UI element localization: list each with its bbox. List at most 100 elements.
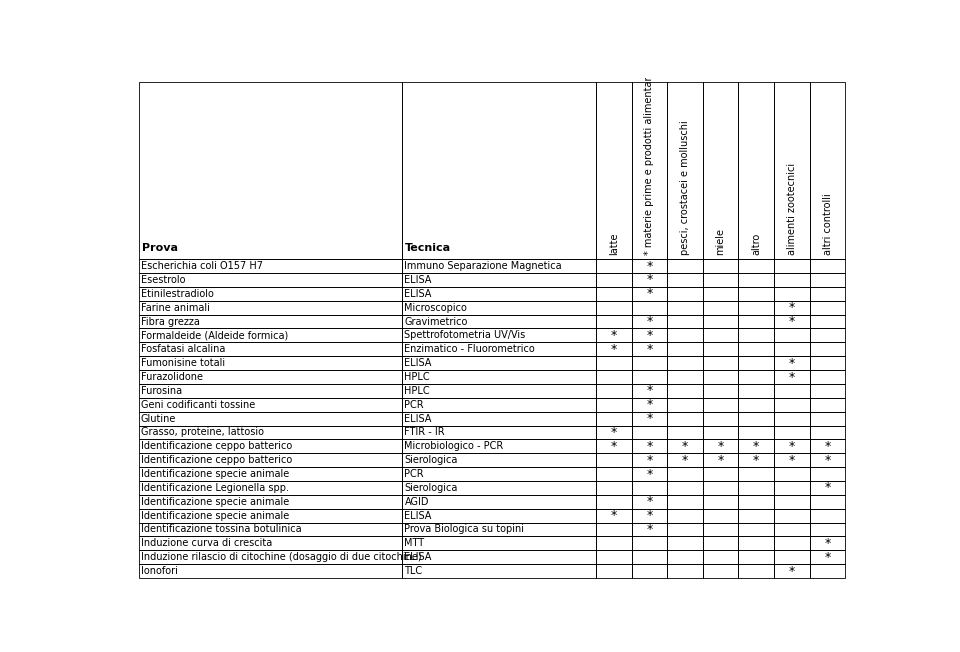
Bar <box>703 287 738 301</box>
Text: Identificazione tossina botulinica: Identificazione tossina botulinica <box>141 524 301 535</box>
Bar <box>138 301 402 315</box>
Bar <box>774 439 809 453</box>
Bar <box>738 467 774 481</box>
Bar <box>596 550 632 564</box>
Bar <box>632 287 667 301</box>
Bar <box>774 370 809 384</box>
Text: Induzione rilascio di citochine (dosaggio di due citochine): Induzione rilascio di citochine (dosaggi… <box>141 552 421 562</box>
Bar <box>402 550 596 564</box>
Bar <box>632 467 667 481</box>
Bar <box>703 370 738 384</box>
Bar <box>138 537 402 550</box>
Bar <box>738 384 774 398</box>
Text: *: * <box>825 537 830 550</box>
Bar <box>402 467 596 481</box>
Bar <box>138 439 402 453</box>
Text: Identificazione specie animale: Identificazione specie animale <box>141 469 289 479</box>
Bar <box>703 82 738 259</box>
Bar <box>667 259 703 273</box>
Bar <box>632 426 667 439</box>
Text: *: * <box>825 440 830 452</box>
Text: *: * <box>717 440 724 452</box>
Bar <box>402 439 596 453</box>
Bar <box>774 481 809 495</box>
Bar <box>703 342 738 356</box>
Bar <box>667 315 703 329</box>
Bar <box>596 426 632 439</box>
Bar <box>738 509 774 522</box>
Bar <box>632 550 667 564</box>
Text: *: * <box>682 440 688 452</box>
Bar <box>632 398 667 411</box>
Bar <box>596 370 632 384</box>
Text: *: * <box>646 398 653 411</box>
Bar <box>703 522 738 537</box>
Bar <box>138 550 402 564</box>
Bar <box>774 509 809 522</box>
Bar <box>667 509 703 522</box>
Bar <box>809 356 846 370</box>
Text: *: * <box>646 288 653 301</box>
Text: Furosina: Furosina <box>141 386 182 396</box>
Bar <box>703 467 738 481</box>
Bar <box>596 301 632 315</box>
Bar <box>667 411 703 426</box>
Bar <box>738 273 774 287</box>
Bar <box>809 495 846 509</box>
Bar <box>402 495 596 509</box>
Bar <box>138 329 402 342</box>
Bar <box>138 426 402 439</box>
Bar <box>667 82 703 259</box>
Text: *: * <box>646 315 653 328</box>
Bar <box>138 287 402 301</box>
Bar <box>703 564 738 578</box>
Bar <box>596 329 632 342</box>
Bar <box>596 356 632 370</box>
Bar <box>809 315 846 329</box>
Bar <box>809 564 846 578</box>
Bar <box>402 342 596 356</box>
Bar <box>738 259 774 273</box>
Bar <box>596 411 632 426</box>
Text: *: * <box>789 315 795 328</box>
Text: *: * <box>646 454 653 467</box>
Bar <box>774 398 809 411</box>
Bar <box>632 342 667 356</box>
Text: *: * <box>611 426 616 439</box>
Bar <box>596 273 632 287</box>
Bar <box>703 384 738 398</box>
Text: *: * <box>682 454 688 467</box>
Text: Induzione curva di crescita: Induzione curva di crescita <box>141 539 273 548</box>
Bar <box>809 537 846 550</box>
Text: Furazolidone: Furazolidone <box>141 372 203 382</box>
Bar <box>138 82 402 259</box>
Bar <box>138 509 402 522</box>
Text: *: * <box>611 440 616 452</box>
Text: Microbiologico - PCR: Microbiologico - PCR <box>404 441 504 451</box>
Text: *: * <box>646 496 653 509</box>
Text: *: * <box>789 454 795 467</box>
Bar <box>738 398 774 411</box>
Bar <box>809 550 846 564</box>
Bar <box>738 329 774 342</box>
Bar <box>667 370 703 384</box>
Bar <box>809 453 846 467</box>
Text: alimenti zootecnici: alimenti zootecnici <box>787 163 797 256</box>
Bar <box>774 426 809 439</box>
Text: Farine animali: Farine animali <box>141 303 210 313</box>
Bar <box>703 356 738 370</box>
Bar <box>632 453 667 467</box>
Bar <box>774 342 809 356</box>
Text: ELISA: ELISA <box>404 413 432 424</box>
Text: AGID: AGID <box>404 497 429 507</box>
Text: altri controlli: altri controlli <box>823 194 832 256</box>
Bar <box>632 259 667 273</box>
Bar <box>667 342 703 356</box>
Text: *: * <box>646 329 653 342</box>
Bar <box>632 315 667 329</box>
Text: Fosfatasi alcalina: Fosfatasi alcalina <box>141 344 226 354</box>
Text: Fumonisine totali: Fumonisine totali <box>141 358 225 368</box>
Bar <box>703 301 738 315</box>
Text: ELISA: ELISA <box>404 289 432 299</box>
Text: *: * <box>611 329 616 342</box>
